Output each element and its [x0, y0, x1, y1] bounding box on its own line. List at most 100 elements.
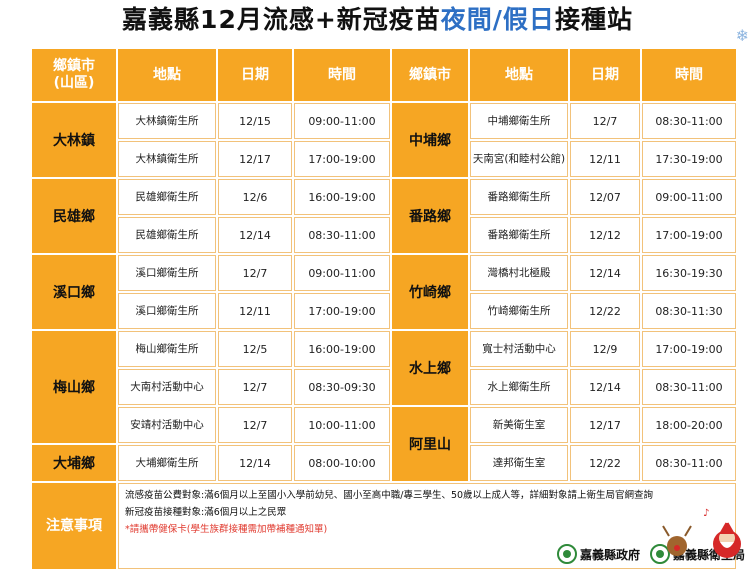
left-place-cell: 溪口鄉衛生所	[118, 255, 216, 291]
left-date-cell: 12/7	[218, 369, 292, 405]
left-place-cell: 大林鎮衛生所	[118, 141, 216, 177]
left-place-cell: 民雄鄉衛生所	[118, 217, 216, 253]
right-date-cell: 12/17	[570, 407, 640, 443]
right-time-cell: 16:30-19:30	[642, 255, 736, 291]
left-town-cell: 溪口鄉	[32, 255, 116, 329]
left-date-cell: 12/17	[218, 141, 292, 177]
schedule-row: 安靖村活動中心 12/7 10:00-11:00 阿里山 新美衛生室 12/17 18:00…	[32, 407, 736, 481]
left-time-cell: 09:00-11:00	[294, 255, 390, 291]
schedule-row: 大南村活動中心 12/7 08:30-09:30 水上鄉衛生所 12/14 08:30-1…	[32, 369, 736, 405]
right-place-cell: 新美衛生室	[470, 407, 568, 443]
schedule-row: 大林鎮衛生所 12/17 17:00-19:00 天南宮(和睦村公館) 12/11 17:…	[32, 141, 736, 177]
right-date-cell: 12/07	[570, 179, 640, 215]
left-place-cell: 溪口鄉衛生所	[118, 293, 216, 329]
left-date-cell: 12/14	[218, 445, 292, 481]
county-emblem-icon	[556, 544, 577, 564]
left-date-cell: 12/14	[218, 217, 292, 253]
left-time-cell: 08:00-10:00	[294, 445, 390, 481]
left-date-cell: 12/7	[218, 255, 292, 291]
left-time-cell: 16:00-19:00	[294, 331, 390, 367]
right-time-cell: 17:00-19:00	[642, 331, 736, 367]
schedule-table: 鄉鎮市 (山區) 地點 日期 時間 鄉鎮市 地點 日期 時間 大林鎮 大林鎮衛生所 1…	[30, 47, 738, 570]
title-part1: 嘉義縣12月流感+新冠疫苗	[122, 5, 441, 34]
title-part2: 夜間/假日	[440, 5, 555, 34]
left-date-cell: 12/7	[218, 407, 292, 443]
schedule-row: 民雄鄉 民雄鄉衛生所 12/6 16:00-19:00 番路鄉 番路鄉衛生所 12/07 09…	[32, 179, 736, 253]
left-time-cell: 17:00-19:00	[294, 293, 390, 329]
left-place-cell: 梅山鄉衛生所	[118, 331, 216, 367]
right-time-cell: 08:30-11:30	[642, 293, 736, 329]
right-place-cell: 竹崎鄉衛生所	[470, 293, 568, 329]
left-town-cell: 大埔鄉	[32, 445, 116, 481]
left-town-cell: 大林鎮	[32, 103, 116, 177]
header-row: 鄉鎮市 (山區) 地點 日期 時間 鄉鎮市 地點 日期 時間	[32, 49, 736, 101]
right-town-cell: 中埔鄉	[392, 103, 468, 177]
right-place-cell: 天南宮(和睦村公館)	[470, 141, 568, 177]
left-time-cell: 16:00-19:00	[294, 179, 390, 215]
right-place-cell: 中埔鄉衛生所	[470, 103, 568, 139]
left-date-cell: 12/6	[218, 179, 292, 215]
right-date-cell: 12/11	[570, 141, 640, 177]
schedule-row: 梅山鄉 梅山鄉衛生所 12/5 16:00-19:00 水上鄉 寬士村活動中心 12/9 17…	[32, 331, 736, 443]
svg-text:♪: ♪	[703, 508, 709, 519]
logo-bar: 嘉義縣政府 嘉義縣衛生局	[556, 544, 745, 564]
schedule-row: 溪口鄉衛生所 12/11 17:00-19:00 竹崎鄉衛生所 12/22 08:30-1…	[32, 293, 736, 329]
right-date-cell: 12/22	[570, 293, 640, 329]
right-place-cell: 番路鄉衛生所	[470, 217, 568, 253]
schedule-row: 大林鎮 大林鎮衛生所 12/15 09:00-11:00 中埔鄉 中埔鄉衛生所 12/7 08…	[32, 103, 736, 177]
header-time-right: 時間	[642, 49, 736, 101]
notes-body: 流感疫苗公費對象:滿6個月以上至國小入學前幼兒、國小至高中職/專三學生、50歲以…	[118, 483, 736, 569]
right-time-cell: 09:00-11:00	[642, 179, 736, 215]
left-time-cell: 17:00-19:00	[294, 141, 390, 177]
health-emblem-icon	[649, 544, 670, 564]
note-covid: 新冠疫苗接種對象:滿6個月以上之民眾	[125, 507, 287, 518]
right-time-cell: 17:00-19:00	[642, 217, 736, 253]
left-place-cell: 大林鎮衛生所	[118, 103, 216, 139]
notes-row: 注意事項 流感疫苗公費對象:滿6個月以上至國小入學前幼兒、國小至高中職/專三學生…	[32, 483, 736, 569]
right-date-cell: 12/9	[570, 331, 640, 367]
schedule-row: 溪口鄉 溪口鄉衛生所 12/7 09:00-11:00 竹崎鄉 灣橋村北極殿 12/14 16…	[32, 255, 736, 329]
notes-heading: 注意事項	[32, 483, 116, 569]
left-date-cell: 12/5	[218, 331, 292, 367]
right-date-cell: 12/12	[570, 217, 640, 253]
right-town-cell: 番路鄉	[392, 179, 468, 253]
right-date-cell: 12/22	[570, 445, 640, 481]
schedule-row: 大埔鄉 大埔鄉衛生所 12/14 08:00-10:00 達邦衛生室 12/22 08:30…	[32, 445, 736, 481]
left-place-cell: 安靖村活動中心	[118, 407, 216, 443]
left-date-cell: 12/11	[218, 293, 292, 329]
left-place-cell: 大南村活動中心	[118, 369, 216, 405]
right-place-cell: 寬士村活動中心	[470, 331, 568, 367]
right-town-cell: 竹崎鄉	[392, 255, 468, 329]
header-date-right: 日期	[570, 49, 640, 101]
left-town-cell: 梅山鄉	[32, 331, 116, 443]
left-time-cell: 10:00-11:00	[294, 407, 390, 443]
left-town-cell: 民雄鄉	[32, 179, 116, 253]
snowflake-icon: ❄	[735, 26, 749, 45]
right-place-cell: 番路鄉衛生所	[470, 179, 568, 215]
left-time-cell: 08:30-09:30	[294, 369, 390, 405]
right-date-cell: 12/14	[570, 369, 640, 405]
right-time-cell: 08:30-11:00	[642, 445, 736, 481]
right-time-cell: 18:00-20:00	[642, 407, 736, 443]
left-date-cell: 12/15	[218, 103, 292, 139]
note-warning: *請攜帶健保卡(學生族群接種需加帶補種通知單)	[125, 524, 328, 535]
right-town-cell: 阿里山	[392, 407, 468, 481]
left-place-cell: 民雄鄉衛生所	[118, 179, 216, 215]
left-place-cell: 大埔鄉衛生所	[118, 445, 216, 481]
right-date-cell: 12/7	[570, 103, 640, 139]
left-time-cell: 09:00-11:00	[294, 103, 390, 139]
header-time: 時間	[294, 49, 390, 101]
right-place-cell: 達邦衛生室	[470, 445, 568, 481]
right-place-cell: 灣橋村北極殿	[470, 255, 568, 291]
header-place: 地點	[118, 49, 216, 101]
header-place-right: 地點	[470, 49, 568, 101]
header-town-right: 鄉鎮市	[392, 49, 468, 101]
left-time-cell: 08:30-11:00	[294, 217, 390, 253]
right-date-cell: 12/14	[570, 255, 640, 291]
title-part3: 接種站	[554, 5, 633, 34]
header-town: 鄉鎮市 (山區)	[32, 49, 116, 101]
header-date: 日期	[218, 49, 292, 101]
right-time-cell: 08:30-11:00	[642, 369, 736, 405]
right-time-cell: 17:30-19:00	[642, 141, 736, 177]
schedule-row: 民雄鄉衛生所 12/14 08:30-11:00 番路鄉衛生所 12/12 17:00-1…	[32, 217, 736, 253]
